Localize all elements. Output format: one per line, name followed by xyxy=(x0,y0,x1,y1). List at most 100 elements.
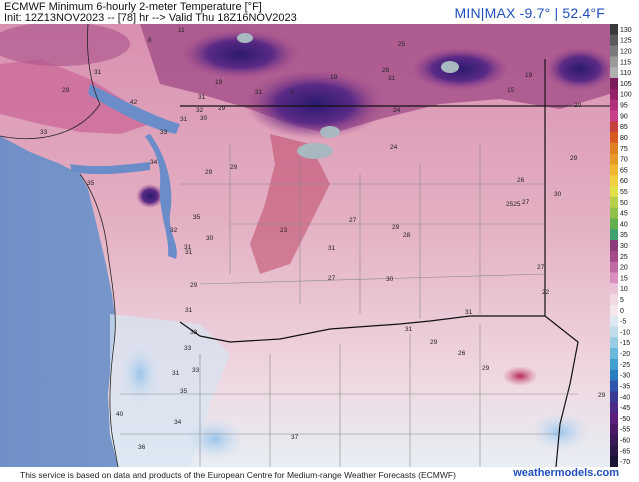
colorbar-swatch xyxy=(610,153,618,165)
min-max-readout: MIN|MAX -9.7° | 52.4°F xyxy=(454,5,605,21)
colorbar-swatch xyxy=(610,175,618,187)
temp-label: 30 xyxy=(386,276,394,283)
temp-label: 27 xyxy=(522,199,530,206)
cascade-blue-spot xyxy=(185,417,245,461)
colorbar-tick-label: 45 xyxy=(620,211,628,218)
state-border-or-id xyxy=(544,315,579,467)
temp-label: 30 xyxy=(554,191,562,198)
temperature-map: 11 8 25 19 19 28 31 19 15 31 31 5 24 42 … xyxy=(0,24,610,467)
colorbar-tick-label: -65 xyxy=(620,448,630,455)
temp-label: 40 xyxy=(116,411,124,418)
colorbar-swatch xyxy=(610,250,618,263)
header: ECMWF Minimum 6-hourly 2-meter Temperatu… xyxy=(0,0,639,24)
temp-label: 2525 xyxy=(506,201,521,208)
colorbar-swatch xyxy=(610,380,618,392)
puget-sound xyxy=(145,134,177,259)
temp-label: 26 xyxy=(517,177,525,184)
colorbar-swatch xyxy=(610,121,618,133)
colorbar-swatch xyxy=(610,24,618,36)
colorbar-tick-label: 95 xyxy=(620,103,628,110)
colorbar-swatch xyxy=(610,348,618,360)
colorbar-swatch xyxy=(610,78,618,90)
colorbar-svg: 1301251201151101051009590858075706560555… xyxy=(610,24,632,468)
colorbar-swatch xyxy=(610,412,618,425)
colorbar-swatch xyxy=(610,402,618,414)
colorbar-tick-label: -60 xyxy=(620,437,630,444)
colorbar-swatch xyxy=(610,99,618,111)
temp-label: 11 xyxy=(178,27,185,34)
temp-label: 31 xyxy=(94,69,102,76)
temp-label: 27 xyxy=(537,264,545,271)
colorbar-tick-label: -10 xyxy=(620,329,630,336)
temp-label: 27 xyxy=(328,275,336,282)
colorbar-swatch xyxy=(610,229,618,241)
temp-label: 30 xyxy=(200,115,208,122)
north-cold-core xyxy=(180,29,300,79)
olympic-cold-core xyxy=(136,184,164,208)
colorbar-swatch xyxy=(610,304,618,317)
colorbar-tick-label: -45 xyxy=(620,405,630,412)
colorbar-legend: 130 125 120 115 110 105 100 95 90 85 80 75 70 65 60 55 5… xyxy=(610,24,639,468)
temp-label: 34 xyxy=(150,159,158,166)
colorbar-tick-label: 85 xyxy=(620,124,628,131)
colorbar-tick-label: 50 xyxy=(620,200,628,207)
temp-label: 35 xyxy=(87,180,95,187)
temp-label: 28 xyxy=(403,232,411,239)
colorbar-swatch xyxy=(610,207,618,219)
snow-patch xyxy=(441,61,459,73)
colorbar-tick-label: 55 xyxy=(620,189,628,196)
colorbar-swatch xyxy=(610,132,618,144)
vancouver-island xyxy=(0,59,150,134)
colorbar-tick-label: 25 xyxy=(620,254,628,261)
temp-label: 27 xyxy=(349,217,357,224)
temp-label: 35 xyxy=(193,214,201,221)
colorbar-tick-label: -25 xyxy=(620,362,630,369)
snow-patch xyxy=(320,126,340,138)
snow-patch xyxy=(297,143,333,159)
colorbar-swatch xyxy=(610,88,618,101)
colorbar-swatch xyxy=(610,261,618,274)
map-title: ECMWF Minimum 6-hourly 2-meter Temperatu… xyxy=(4,1,262,13)
snow-patch xyxy=(237,33,253,43)
colorbar-tick-label: 60 xyxy=(620,178,628,185)
colorbar-tick-label: 125 xyxy=(620,38,632,45)
brand-link[interactable]: weathermodels.com xyxy=(513,467,619,479)
temp-label: 31 xyxy=(465,309,473,316)
temp-label: 29 xyxy=(190,282,198,289)
colorbar-tick-label: -55 xyxy=(620,427,630,434)
temp-label: 24 xyxy=(390,144,398,151)
colorbar-swatch xyxy=(610,164,618,176)
temp-label: 31 xyxy=(405,326,413,333)
temp-label: 31 xyxy=(180,116,188,123)
temp-label: 19 xyxy=(330,74,338,81)
temp-label: 29 xyxy=(598,392,606,399)
temp-label: 29 xyxy=(205,169,213,176)
cascade-cold-core xyxy=(245,69,385,139)
colorbar-tick-label: -30 xyxy=(620,373,630,380)
colorbar-tick-label: 80 xyxy=(620,135,628,142)
temp-label: 42 xyxy=(130,99,138,106)
colorbar-tick-label: 120 xyxy=(620,49,632,56)
colorbar-swatch xyxy=(610,218,618,230)
map-subtitle: Init: 12Z13NOV2023 -- [78] hr --> Valid … xyxy=(4,12,297,24)
colorbar-tick-label: 5 xyxy=(620,297,624,304)
temp-label: 19 xyxy=(215,79,223,86)
temp-label: 22 xyxy=(542,289,550,296)
colorbar-swatch xyxy=(610,196,618,209)
colorbar-tick-label: -5 xyxy=(620,319,626,326)
colorbar-tick-label: 100 xyxy=(620,92,632,99)
cascade-band xyxy=(250,134,330,274)
temp-label: 32 xyxy=(196,107,204,114)
temp-label: 31 xyxy=(255,89,263,96)
colorbar-tick-label: -40 xyxy=(620,394,630,401)
colorbar-tick-label: 0 xyxy=(620,308,624,315)
colorbar-swatch xyxy=(610,445,618,457)
colorbar-swatch xyxy=(610,110,618,122)
colorbar-swatch xyxy=(610,240,618,252)
colorbar-tick-label: 20 xyxy=(620,265,628,272)
temp-label: 20 xyxy=(574,102,582,109)
temp-label: 19 xyxy=(525,72,533,79)
northwest-cold xyxy=(0,24,130,66)
state-border-id xyxy=(544,59,610,107)
temp-label: 29 xyxy=(62,87,70,94)
